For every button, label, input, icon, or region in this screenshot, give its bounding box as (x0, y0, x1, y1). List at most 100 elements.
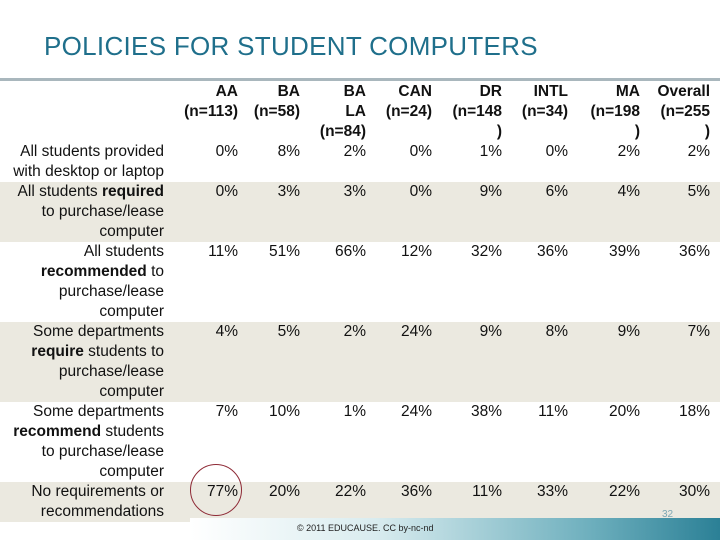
value-cell: 36% (536, 243, 568, 260)
row-label-line: purchase/lease (0, 282, 164, 302)
value-cell: 2% (687, 143, 710, 160)
row-label-line: recommend students (0, 422, 164, 442)
row-label-line: to purchase/lease (0, 442, 164, 462)
row-label-line: computer (0, 222, 164, 242)
value-cell: 22% (608, 483, 640, 500)
value-cell: 38% (470, 403, 502, 420)
row-label-emphasis: required (101, 183, 164, 200)
value-cell: 8% (545, 323, 568, 340)
row-label-line: recommendations (0, 502, 164, 522)
title-divider (0, 78, 720, 81)
row-label-line: Some departments (0, 402, 164, 422)
value-cell: 9% (479, 323, 502, 340)
row-label-text: to purchase/lease (41, 203, 164, 220)
column-header: BA LA (n=84) (302, 82, 366, 142)
row-label-emphasis: recommend (13, 423, 102, 440)
row-label-text: computer (99, 383, 164, 400)
row-label: Some departments require students to purch… (0, 322, 164, 402)
column-header-line: (n=148 (452, 103, 502, 120)
column-header-line: MA (615, 83, 640, 100)
column-header-line: AA (215, 83, 238, 100)
row-label: All students required to purchase/lease co… (0, 182, 164, 242)
row-label-line: Some departments (0, 322, 164, 342)
value-cell: 0% (215, 143, 238, 160)
row-label-text: students to (83, 343, 164, 360)
row-label-line: with desktop or laptop (0, 162, 164, 182)
value-cell: 7% (215, 403, 238, 420)
value-cell: 24% (400, 403, 432, 420)
row-label-emphasis: recommended (40, 263, 147, 280)
value-cell: 4% (215, 323, 238, 340)
column-header-line: DR (479, 83, 502, 100)
column-header-line: ) (704, 123, 710, 140)
value-cell: 11% (472, 483, 502, 500)
column-header-line: (n=24) (385, 103, 432, 120)
row-label-line: recommended to (0, 262, 164, 282)
column-header-line: (n=58) (253, 103, 300, 120)
value-cell: 4% (617, 183, 640, 200)
table-row: Some departments recommend students to pur… (0, 402, 720, 482)
row-label: No requirements or recommendations (0, 482, 164, 522)
row-label-text: computer (99, 463, 164, 480)
row-label: All students provided with desktop or lap… (0, 142, 164, 182)
footer-copyright: © 2011 EDUCAUSE. CC by-nc-nd (297, 523, 434, 533)
value-cell: 7% (687, 323, 710, 340)
row-label-line: to purchase/lease (0, 202, 164, 222)
highlight-circle (190, 464, 242, 516)
column-header-line: BA (343, 83, 366, 100)
value-cell: 8% (277, 143, 300, 160)
value-cell: 5% (687, 183, 710, 200)
value-cell: 2% (617, 143, 640, 160)
row-label-text: Some departments (33, 323, 164, 340)
column-header-line: (n=198 (590, 103, 640, 120)
row-label-text: students (101, 423, 164, 440)
value-cell: 10% (268, 403, 300, 420)
row-label-line: require students to (0, 342, 164, 362)
row-label-text: All students provided (20, 143, 164, 160)
column-header-line: (n=84) (319, 123, 366, 140)
column-header-line: INTL (533, 83, 568, 100)
value-cell: 24% (400, 323, 432, 340)
value-cell: 3% (343, 183, 366, 200)
row-label-text: All students (83, 243, 164, 260)
row-label-line: All students provided (0, 142, 164, 162)
row-label-text: to purchase/lease (41, 443, 164, 460)
column-header-line: BA (277, 83, 300, 100)
row-label-text: Some departments (33, 403, 164, 420)
value-cell: 6% (545, 183, 568, 200)
row-label: All students recommended to purchase/lease… (0, 242, 164, 322)
value-cell: 1% (479, 143, 502, 160)
value-cell: 33% (536, 483, 568, 500)
value-cell: 0% (545, 143, 568, 160)
row-label-text: to (146, 263, 164, 280)
value-cell: 9% (479, 183, 502, 200)
value-cell: 3% (277, 183, 300, 200)
row-label-text: No requirements or (31, 483, 164, 500)
column-header-line: ) (634, 123, 640, 140)
table-row: Some departments require students to purch… (0, 322, 720, 402)
row-label-text: All students (17, 183, 102, 200)
row-label-emphasis: require (31, 343, 84, 360)
column-header: Overall (n=255) (642, 82, 710, 142)
column-header-line: (n=255 (660, 103, 710, 120)
row-label-text: recommendations (40, 503, 164, 520)
row-label-text: computer (99, 223, 164, 240)
value-cell: 36% (678, 243, 710, 260)
value-cell: 20% (268, 483, 300, 500)
value-cell: 66% (334, 243, 366, 260)
value-cell: 20% (608, 403, 640, 420)
slide-title: POLICIES FOR STUDENT COMPUTERS (44, 31, 538, 61)
value-cell: 32% (470, 243, 502, 260)
row-label-line: computer (0, 462, 164, 482)
row-label-line: computer (0, 382, 164, 402)
value-cell: 11% (208, 243, 238, 260)
column-header: DR (n=148) (434, 82, 502, 142)
table-row: No requirements or recommendations 77% 20% 2… (0, 482, 720, 522)
value-cell: 39% (608, 243, 640, 260)
page-number: 32 (662, 509, 674, 520)
value-cell: 12% (400, 243, 432, 260)
row-label-line: All students required (0, 182, 164, 202)
value-cell: 30% (678, 483, 710, 500)
value-cell: 0% (215, 183, 238, 200)
row-label-line: No requirements or (0, 482, 164, 502)
